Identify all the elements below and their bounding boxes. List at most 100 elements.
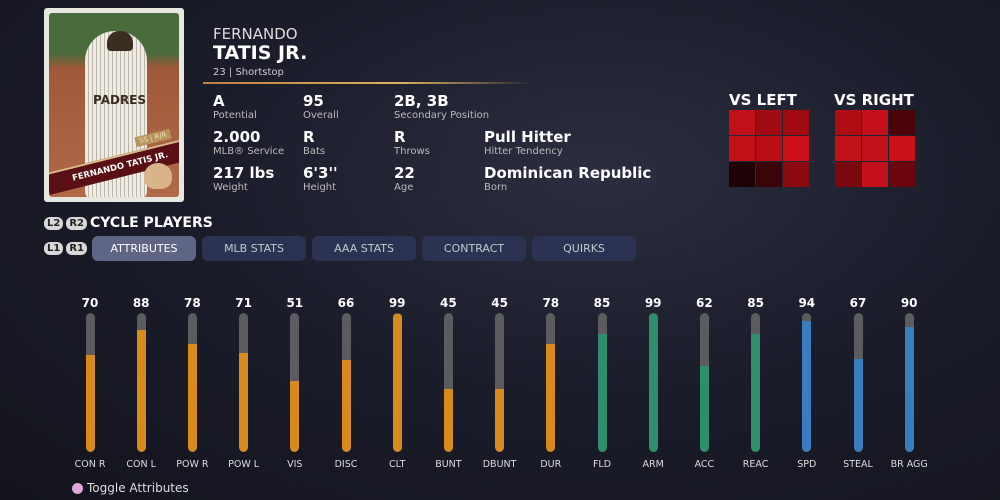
stat-label: MLB® Service: [213, 146, 285, 157]
player-first-name: FERNANDO: [213, 25, 298, 43]
hot-zone-cell: [889, 136, 915, 161]
stat-label: Overall: [303, 110, 339, 121]
stat-label: Throws: [394, 146, 430, 157]
attribute-fill: [239, 353, 249, 452]
attribute-value: 71: [235, 296, 252, 310]
attribute-label: POW L: [228, 459, 260, 470]
hot-zone-cell: [756, 162, 782, 187]
toggle-attributes-label: Toggle Attributes: [87, 481, 189, 495]
attribute-label: DISC: [334, 459, 358, 470]
stat-value: Dominican Republic: [484, 164, 652, 182]
r1-button-icon[interactable]: R1: [66, 242, 88, 255]
hot-zone-cell: [783, 110, 809, 135]
player-subtitle: 23 | Shortstop: [213, 67, 284, 78]
attribute-label: CON L: [126, 459, 156, 470]
attribute-label: SPD: [797, 459, 817, 470]
attribute-value: 90: [900, 296, 918, 310]
attribute-fill: [853, 358, 863, 452]
hot-zone-cell: [729, 110, 755, 135]
tab-quirks[interactable]: QUIRKS: [532, 236, 637, 261]
attribute-fill: [546, 343, 556, 452]
tab-contract[interactable]: CONTRACT: [422, 236, 527, 261]
attribute-con-r: 70 CON R: [70, 296, 110, 470]
attribute-track: [136, 313, 146, 452]
attribute-track: [802, 313, 812, 452]
chihuahua-logo-icon: [144, 163, 172, 189]
stat-value: 217 lbs: [213, 164, 275, 182]
hot-zone-cell: [862, 162, 888, 187]
tab-aaa-stats[interactable]: AAA STATS: [312, 236, 417, 261]
attribute-label: ACC: [694, 459, 715, 470]
attribute-fill: [341, 360, 351, 452]
attribute-fill: [648, 314, 658, 452]
hot-zone-cell: [729, 162, 755, 187]
hot-zone-cell: [889, 162, 915, 187]
stat-value: 22: [394, 164, 415, 182]
l2-button-icon[interactable]: L2: [44, 216, 64, 230]
attribute-label: BR AGG: [890, 459, 928, 470]
stat-potential: A Potential: [213, 93, 257, 122]
player-last-name: TATIS JR.: [213, 42, 308, 64]
attribute-acc: 62 ACC: [684, 296, 724, 470]
attribute-track: [853, 313, 863, 452]
attribute-fill: [290, 381, 300, 452]
attribute-fill: [597, 333, 607, 452]
attribute-clt: 99 CLT: [377, 296, 417, 470]
tab-mlb-stats[interactable]: MLB STATS: [202, 236, 307, 261]
attribute-track: [648, 313, 658, 452]
stat-label: Age: [394, 182, 414, 193]
hot-zone-cell: [835, 136, 861, 161]
stat-height: 6'3'' Height: [303, 165, 338, 194]
attribute-fld: 85 FLD: [582, 296, 622, 470]
attribute-fill: [443, 389, 453, 452]
player-photo: PADRES SS | R/R FERNANDO TATIS JR.: [49, 13, 179, 197]
attribute-track: [85, 313, 95, 452]
jersey-text: PADRES: [93, 93, 147, 107]
attribute-fill: [802, 321, 812, 452]
attribute-dbunt: 45 DBUNT: [480, 296, 520, 470]
attribute-label: DUR: [540, 459, 562, 470]
vs-left-hot-zones: [729, 110, 809, 187]
attribute-label: DBUNT: [482, 459, 517, 470]
stat-label: Height: [303, 182, 337, 193]
attribute-track: [341, 313, 351, 452]
attribute-value: 70: [81, 296, 99, 310]
stat-value: A: [213, 92, 225, 110]
attribute-track: [239, 313, 249, 452]
attribute-value: 66: [337, 296, 355, 310]
stat-value: 2.000: [213, 128, 261, 146]
attribute-label: ARM: [642, 459, 664, 470]
attribute-fill: [751, 333, 761, 452]
stat-label: Born: [484, 182, 508, 193]
attribute-track: [392, 313, 402, 452]
stat-overall: 95 Overall: [303, 93, 339, 122]
attribute-track: [597, 313, 607, 452]
l1-button-icon[interactable]: L1: [44, 242, 64, 255]
attribute-fill: [136, 329, 146, 452]
hot-zone-cell: [756, 110, 782, 135]
stat-throws: R Throws: [394, 129, 430, 158]
attribute-spd: 94 SPD: [787, 296, 827, 470]
attribute-value: 85: [747, 296, 764, 310]
attribute-track: [290, 313, 300, 452]
toggle-attributes[interactable]: Toggle Attributes: [72, 481, 189, 495]
r2-button-icon[interactable]: R2: [66, 216, 88, 230]
attribute-value: 67: [849, 296, 867, 310]
stat-label: Hitter Tendency: [484, 146, 563, 157]
attribute-fill: [904, 326, 914, 452]
attribute-track: [546, 313, 556, 452]
tab-bar: L1 R1 ATTRIBUTES MLB STATS AAA STATS CONTRA…: [44, 236, 642, 261]
attribute-vis: 51 VIS: [275, 296, 315, 470]
vs-right-title: VS RIGHT: [834, 91, 914, 109]
attribute-label: CLT: [388, 459, 406, 470]
cycle-players[interactable]: L2 R2 CYCLE PLAYERS: [44, 215, 213, 231]
stat-secondary-position: 2B, 3B Secondary Position: [394, 93, 489, 122]
stat-weight: 217 lbs Weight: [213, 165, 274, 194]
attribute-value: 51: [286, 296, 304, 310]
stat-value: 2B, 3B: [394, 92, 449, 110]
tab-attributes[interactable]: ATTRIBUTES: [92, 236, 197, 261]
attribute-br-agg: 90 BR AGG: [889, 296, 929, 470]
attribute-label: REAC: [742, 459, 769, 470]
stat-label: Weight: [213, 182, 248, 193]
attribute-value: 88: [132, 296, 150, 310]
